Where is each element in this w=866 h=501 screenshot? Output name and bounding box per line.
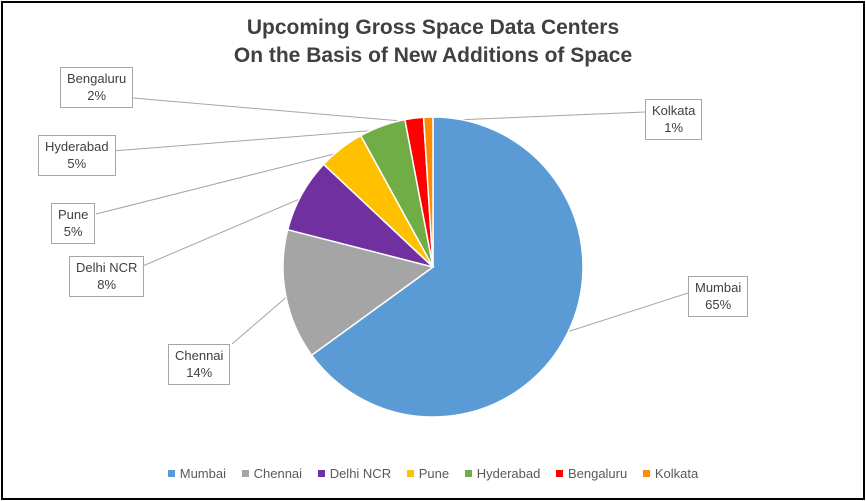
data-label-kolkata-value: 1%	[664, 120, 684, 135]
legend-label-kolkata: Kolkata	[654, 466, 699, 481]
legend-swatch-kolkata	[642, 470, 650, 477]
legend-swatch-hyderabad	[464, 470, 472, 477]
legend-swatch-chennai	[241, 470, 249, 477]
data-label-chennai-value: 14%	[186, 365, 213, 380]
legend: Mumbai Chennai Delhi NCR Pune Hyderabad …	[0, 466, 866, 481]
legend-item-bengaluru: Bengaluru	[555, 466, 628, 481]
leader-line-bengaluru	[132, 97, 415, 123]
chart-title: Upcoming Gross Space Data Centers On the…	[0, 14, 866, 70]
data-label-chennai: Chennai 14%	[168, 344, 231, 385]
legend-item-pune: Pune	[406, 466, 450, 481]
legend-swatch-pune	[406, 470, 414, 477]
data-label-mumbai-value: 65%	[705, 297, 732, 312]
legend-item-mumbai: Mumbai	[167, 466, 226, 481]
data-label-bengaluru: Bengaluru 2%	[60, 67, 134, 108]
data-label-hyderabad-name: Hyderabad	[45, 139, 109, 154]
legend-item-chennai: Chennai	[241, 466, 303, 481]
data-label-hyderabad-value: 5%	[67, 156, 87, 171]
legend-label-bengaluru: Bengaluru	[567, 466, 628, 481]
legend-item-delhi-ncr: Delhi NCR	[317, 466, 392, 481]
data-label-delhi-ncr-value: 8%	[97, 277, 117, 292]
leader-line-chennai	[231, 293, 290, 345]
data-label-bengaluru-name: Bengaluru	[67, 71, 127, 86]
data-label-delhi-ncr-name: Delhi NCR	[76, 260, 138, 275]
legend-item-kolkata: Kolkata	[642, 466, 699, 481]
data-label-hyderabad: Hyderabad 5%	[38, 135, 116, 176]
chart-title-line-1: Upcoming Gross Space Data Centers	[246, 16, 620, 39]
data-label-chennai-name: Chennai	[175, 348, 224, 363]
leader-line-delhi-ncr	[137, 196, 306, 269]
data-label-pune-name: Pune	[58, 207, 89, 222]
legend-label-mumbai: Mumbai	[179, 466, 226, 481]
pie-slice-kolkata	[422, 116, 434, 268]
data-label-mumbai-name: Mumbai	[695, 280, 742, 295]
chart-title-line-2: On the Basis of New Additions of Space	[233, 44, 633, 67]
data-label-delhi-ncr: Delhi NCR 8%	[69, 256, 145, 297]
pie-slice-chennai	[282, 228, 435, 357]
legend-item-hyderabad: Hyderabad	[464, 466, 541, 481]
legend-label-pune: Pune	[418, 466, 450, 481]
legend-swatch-bengaluru	[555, 470, 563, 477]
leader-line-hyderabad	[111, 129, 384, 152]
data-label-kolkata-name: Kolkata	[652, 103, 696, 118]
legend-swatch-mumbai	[167, 470, 175, 477]
data-label-bengaluru-value: 2%	[87, 88, 107, 103]
legend-swatch-delhi-ncr	[317, 470, 325, 477]
data-label-mumbai: Mumbai 65%	[688, 276, 749, 317]
pie-slices	[282, 116, 584, 418]
leader-line-pune	[95, 151, 344, 215]
legend-label-hyderabad: Hyderabad	[476, 466, 541, 481]
legend-label-chennai: Chennai	[253, 466, 303, 481]
data-label-kolkata: Kolkata 1%	[645, 99, 703, 140]
pie-slice-mumbai	[310, 116, 584, 418]
data-label-pune-value: 5%	[63, 224, 83, 239]
data-label-pune: Pune 5%	[51, 203, 96, 244]
legend-label-delhi-ncr: Delhi NCR	[329, 466, 392, 481]
leader-line-mumbai	[562, 292, 689, 334]
